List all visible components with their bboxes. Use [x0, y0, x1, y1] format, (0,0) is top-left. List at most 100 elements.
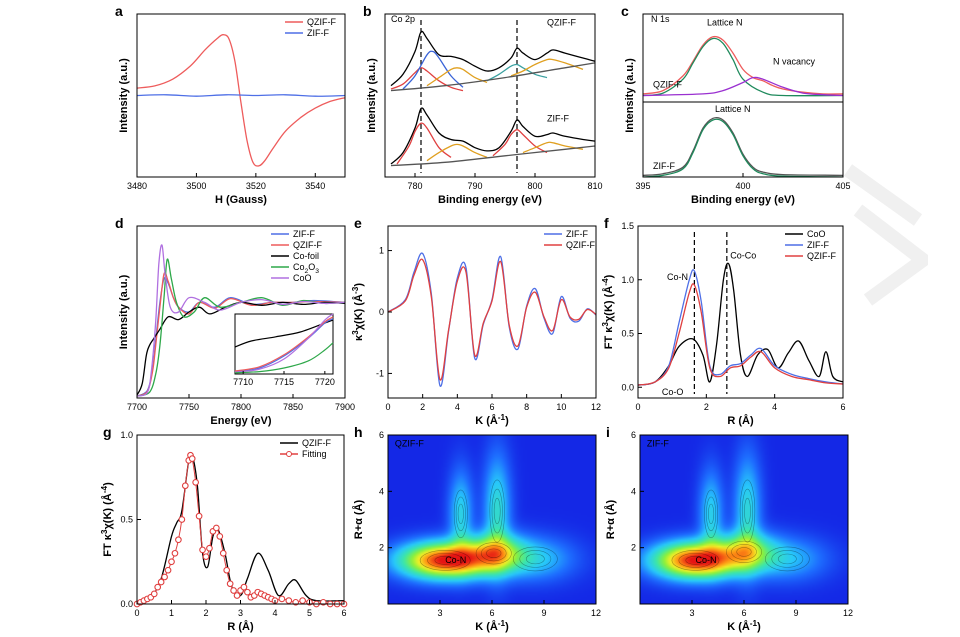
- panel-c: 395 400 405 Binding energy (eV) Intensity (a…: [621, 3, 851, 206]
- legend-entry: QZIF-F: [302, 438, 331, 448]
- x-tick-label: 3: [437, 608, 442, 618]
- x-tick-label: 8: [524, 402, 529, 412]
- x-tick-label: 4: [772, 402, 777, 412]
- annotation-label: Co-N: [695, 555, 716, 565]
- series-c-3-line: [643, 116, 843, 177]
- series-b-0-line: [390, 30, 595, 87]
- x-tick-label: 9: [793, 608, 798, 618]
- panel-label: e: [354, 215, 362, 231]
- legend-entry: Fitting: [302, 449, 327, 459]
- panel-label: b: [363, 3, 372, 19]
- annotation-label: Lattice N: [715, 104, 751, 114]
- legend-entry: QZIF-F: [293, 240, 322, 250]
- panel-label: d: [115, 215, 124, 231]
- panel-g: 0 1 2 3 4 5 6 0.0 0.5 1.0 R (Å) FT κ3χ(K) (Å-4) g QZI…: [100, 424, 348, 633]
- inset-series-3: [234, 313, 334, 373]
- y-tick-label: 1: [379, 246, 384, 256]
- x-axis-label: Binding energy (eV): [691, 194, 795, 206]
- contour-line: [777, 553, 797, 565]
- contour-line: [708, 503, 715, 525]
- series-f-0-line: [638, 262, 843, 386]
- y-tick-label: 4: [379, 486, 384, 496]
- annotation-label: Co 2p: [391, 14, 415, 24]
- fitting-marker: [150, 590, 158, 598]
- fitting-marker: [157, 578, 165, 586]
- contour-line: [455, 496, 466, 532]
- series-b-10-line: [492, 129, 548, 157]
- plot-frame: [136, 13, 346, 178]
- plot-frame: [384, 13, 596, 178]
- fitting-marker: [195, 512, 203, 520]
- fitting-marker: [299, 597, 306, 604]
- fitting-marker: [219, 549, 227, 557]
- series-e-1-line: [388, 258, 596, 381]
- y-tick-label: 0.0: [120, 599, 133, 609]
- fitting-marker: [154, 583, 162, 591]
- x-axis-label: Energy (eV): [210, 415, 271, 427]
- contour-line: [453, 489, 468, 539]
- x-tick-label: 0: [385, 402, 390, 412]
- x-tick-label: 790: [467, 181, 482, 191]
- series-d-2-line: [137, 301, 345, 396]
- legend-marker: [286, 451, 292, 457]
- wavelet-heatmap-i: [640, 435, 848, 604]
- legend-entry: ZIF-F: [807, 240, 829, 250]
- contour-line: [489, 479, 505, 543]
- series-b-5-line: [510, 58, 584, 77]
- plot-frame: [637, 225, 844, 399]
- inset-tick-label: 7715: [274, 377, 294, 387]
- series-c-4-line: [643, 118, 843, 177]
- x-tick-label: 12: [843, 608, 853, 618]
- x-tick-label: 3480: [127, 181, 147, 191]
- legend-entry: Co-foil: [293, 251, 319, 261]
- y-axis-label: κ3χ(K) (Å-3): [351, 283, 365, 341]
- x-tick-label: 3520: [246, 181, 266, 191]
- fitting-marker: [171, 549, 179, 557]
- contour-line: [764, 546, 810, 572]
- series-b-7-line: [390, 107, 595, 165]
- series-c-1-line: [643, 37, 843, 97]
- series-d-3-line: [137, 258, 345, 397]
- fitting-marker: [216, 533, 224, 540]
- contour-line: [739, 479, 756, 543]
- series-b-1-line: [390, 67, 464, 92]
- x-tick-label: 3540: [305, 181, 325, 191]
- y-axis-label: R+α (Å): [604, 499, 617, 539]
- annotation-label: QZIF-F: [547, 17, 576, 27]
- contour-line: [731, 543, 757, 560]
- contour-line: [434, 555, 456, 565]
- y-tick-label: 0.0: [621, 382, 634, 392]
- contour-line: [419, 549, 471, 571]
- annotation-label: ZIF-F: [547, 114, 569, 124]
- x-axis-label: R (Å): [227, 620, 254, 633]
- panel-label: i: [606, 424, 610, 440]
- y-tick-label: 6: [379, 430, 384, 440]
- contour-line: [741, 488, 753, 534]
- annotation-label: Co-N: [445, 555, 466, 565]
- x-axis-label: K (Å-1): [475, 413, 509, 427]
- x-tick-label: 395: [635, 181, 650, 191]
- x-tick-label: 12: [591, 402, 601, 412]
- x-tick-label: 7850: [283, 402, 303, 412]
- x-tick-label: 810: [587, 181, 602, 191]
- contour-line: [704, 489, 718, 539]
- wavelet-heatmap-h: [388, 435, 596, 604]
- contour-line: [706, 496, 717, 532]
- contour-line: [519, 550, 552, 568]
- contour-line: [671, 549, 720, 571]
- series-b-2-line: [402, 50, 464, 90]
- inset-frame: [234, 313, 334, 375]
- x-tick-label: 5: [307, 608, 312, 618]
- contour-line: [486, 548, 502, 559]
- y-tick-label: 4: [631, 486, 636, 496]
- y-axis-label: Intensity (a.u.): [366, 58, 378, 133]
- x-tick-label: 0: [134, 608, 139, 618]
- x-tick-label: 2: [704, 402, 709, 412]
- contour-line: [678, 552, 713, 568]
- inset-series-2: [234, 316, 334, 372]
- plot-frame: [387, 225, 597, 399]
- annotation-label: ZIF-F: [647, 438, 669, 448]
- series-b-6-line: [390, 62, 595, 92]
- x-tick-label: 405: [835, 181, 850, 191]
- panel-f: 0 2 4 6 0.0 0.5 1.0 1.5 R (Å) FT κ3χ(K) (Å-4) f Co-…: [601, 215, 846, 427]
